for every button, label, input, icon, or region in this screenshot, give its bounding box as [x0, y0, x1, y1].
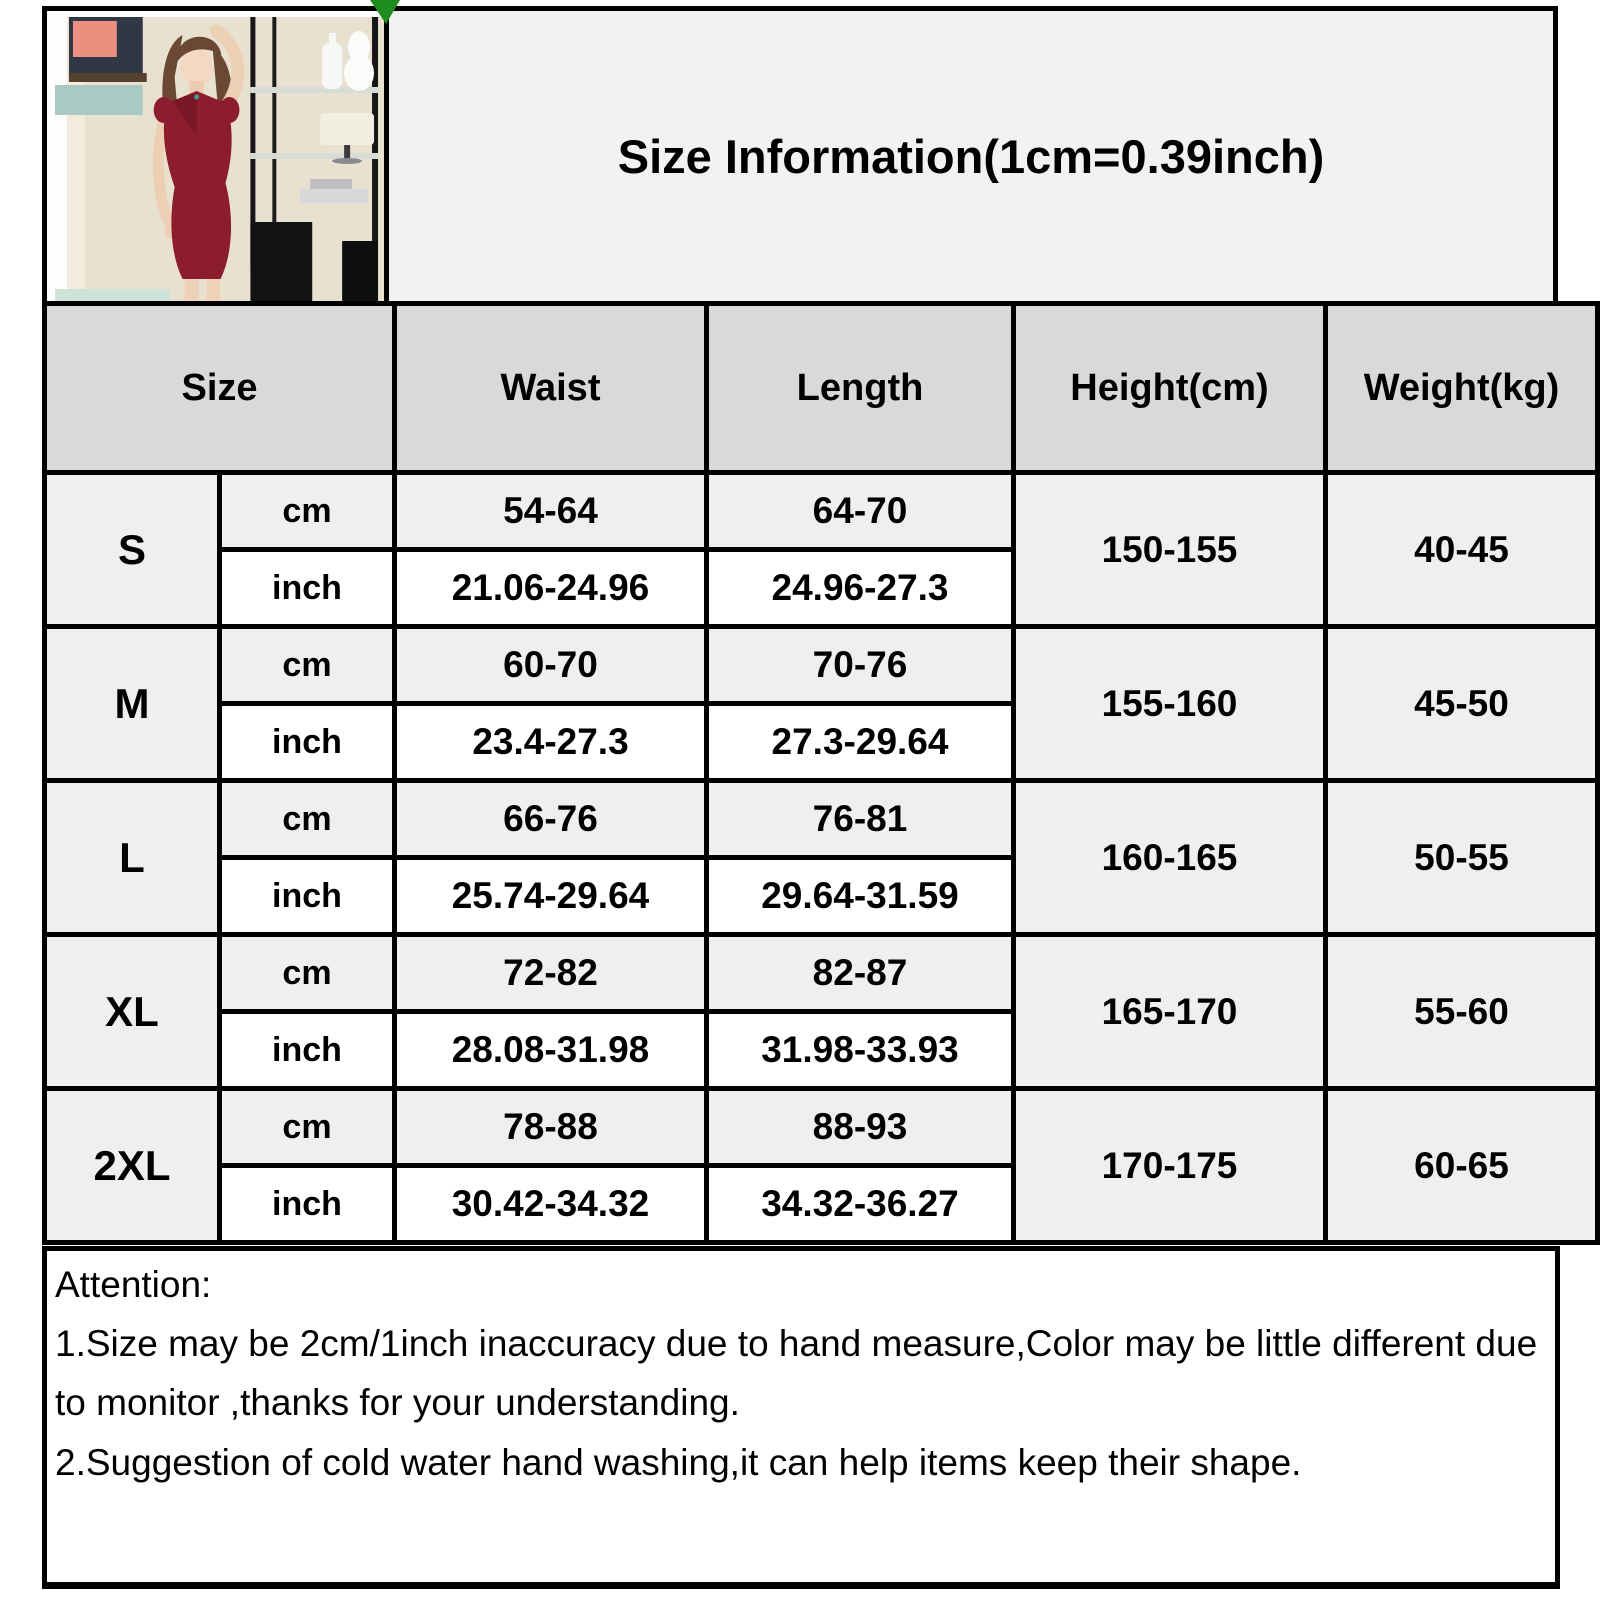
height-value: 160-165	[1011, 778, 1328, 937]
waist-cm-value: 54-64	[392, 470, 709, 552]
product-photo	[42, 6, 391, 318]
size-cell-2XL: 2XL	[42, 1086, 222, 1245]
waist-cm-value: 72-82	[392, 932, 709, 1014]
size-cell-L: L	[42, 778, 222, 937]
unit-label-inch: inch	[217, 547, 397, 629]
green-corner-marker-icon	[370, 0, 400, 24]
length-inch-value: 31.98-33.93	[704, 1009, 1016, 1091]
product-photo-illustration	[55, 17, 387, 307]
length-inch-value: 24.96-27.3	[704, 547, 1016, 629]
unit-label-cm: cm	[217, 778, 397, 860]
weight-value: 45-50	[1323, 624, 1600, 783]
length-cm-value: 88-93	[704, 1086, 1016, 1168]
header-waist: Waist	[392, 301, 709, 475]
length-cm-value: 82-87	[704, 932, 1016, 1014]
size-row-cm-2XL: 2XL cm 78-88 88-93 170-175 60-65	[42, 1086, 1600, 1245]
weight-value: 55-60	[1323, 932, 1600, 1091]
height-value: 165-170	[1011, 932, 1328, 1091]
length-cm-value: 76-81	[704, 778, 1016, 860]
header-weight-kg: Weight(kg)	[1323, 301, 1600, 475]
size-cell-S: S	[42, 470, 222, 629]
unit-label-inch: inch	[217, 1009, 397, 1091]
waist-inch-value: 28.08-31.98	[392, 1009, 709, 1091]
length-cm-value: 64-70	[704, 470, 1016, 552]
attention-note-1: 1.Size may be 2cm/1inch inaccuracy due t…	[55, 1323, 1538, 1424]
size-row-cm-XL: XL cm 72-82 82-87 165-170 55-60	[42, 932, 1600, 1091]
height-value: 155-160	[1011, 624, 1328, 783]
page-title: Size Information(1cm=0.39inch)	[617, 129, 1325, 183]
attention-note-2: 2.Suggestion of cold water hand washing,…	[55, 1441, 1302, 1483]
size-row-inch-L: inch 25.74-29.64 29.64-31.59	[45, 855, 1598, 937]
weight-value: 60-65	[1323, 1086, 1600, 1245]
size-table: Size Waist Length Height(cm) Weight(kg) …	[42, 301, 1600, 1245]
waist-inch-value: 25.74-29.64	[392, 855, 709, 937]
length-inch-value: 34.32-36.27	[704, 1163, 1016, 1245]
waist-inch-value: 30.42-34.32	[392, 1163, 709, 1245]
weight-value: 50-55	[1323, 778, 1600, 937]
size-info-title-box: Size Information(1cm=0.39inch)	[384, 6, 1558, 306]
weight-value: 40-45	[1323, 470, 1600, 629]
waist-cm-value: 78-88	[392, 1086, 709, 1168]
length-inch-value: 27.3-29.64	[704, 701, 1016, 783]
unit-label-cm: cm	[217, 932, 397, 1014]
height-value: 150-155	[1011, 470, 1328, 629]
size-cell-M: M	[42, 624, 222, 783]
size-row-inch-S: inch 21.06-24.96 24.96-27.3	[45, 547, 1598, 629]
unit-label-inch: inch	[217, 701, 397, 783]
length-cm-value: 70-76	[704, 624, 1016, 706]
unit-label-inch: inch	[217, 855, 397, 937]
attention-heading: Attention:	[55, 1264, 212, 1305]
unit-label-cm: cm	[217, 1086, 397, 1168]
size-cell-XL: XL	[42, 932, 222, 1091]
waist-cm-value: 66-76	[392, 778, 709, 860]
length-inch-value: 29.64-31.59	[704, 855, 1016, 937]
header-length: Length	[704, 301, 1016, 475]
attention-box: Attention: 1.Size may be 2cm/1inch inacc…	[42, 1246, 1560, 1589]
size-row-inch-XL: inch 28.08-31.98 31.98-33.93	[45, 1009, 1598, 1091]
waist-cm-value: 60-70	[392, 624, 709, 706]
unit-label-cm: cm	[217, 624, 397, 706]
waist-inch-value: 21.06-24.96	[392, 547, 709, 629]
size-row-inch-2XL: inch 30.42-34.32 34.32-36.27	[45, 1163, 1598, 1245]
height-value: 170-175	[1011, 1086, 1328, 1245]
size-row-inch-M: inch 23.4-27.3 27.3-29.64	[45, 701, 1598, 783]
unit-label-cm: cm	[217, 470, 397, 552]
header-height-cm: Height(cm)	[1011, 301, 1328, 475]
header-size: Size	[42, 301, 397, 475]
waist-inch-value: 23.4-27.3	[392, 701, 709, 783]
unit-label-inch: inch	[217, 1163, 397, 1245]
table-header-row: Size Waist Length Height(cm) Weight(kg)	[42, 301, 1600, 475]
